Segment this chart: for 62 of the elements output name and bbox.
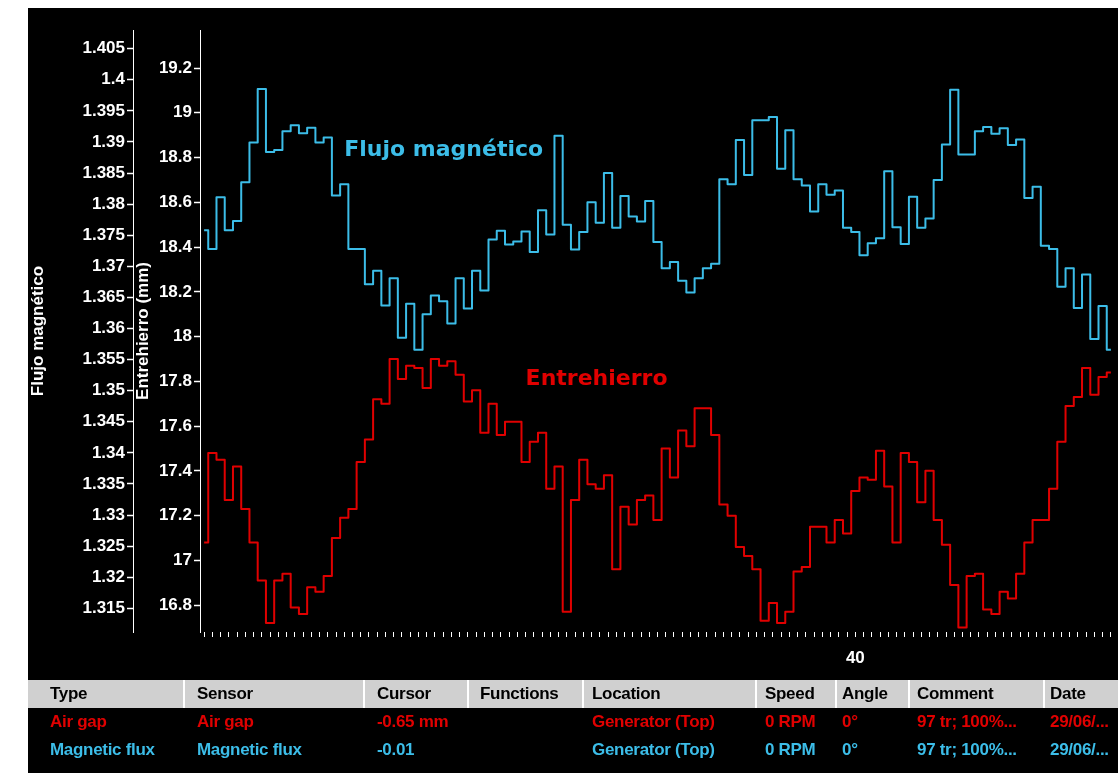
y2-tick-label: 18 xyxy=(173,326,192,346)
text: 0° xyxy=(842,711,858,733)
y2-tick-label: 18.6 xyxy=(158,192,192,212)
text: Speed xyxy=(765,683,815,705)
text: Cursor xyxy=(377,683,431,705)
text: -0.01 xyxy=(377,739,415,761)
y-tick-label: 1.345 xyxy=(82,411,125,431)
y2-tick-label: 17.2 xyxy=(158,505,192,525)
y2-tick-label: 19.2 xyxy=(158,57,192,77)
y-tick-label: 1.315 xyxy=(82,598,125,618)
series-label: Entrehierro xyxy=(525,364,668,390)
y-tick-label: 1.32 xyxy=(91,566,125,586)
text: 97 tr; 100%... xyxy=(917,739,1017,761)
text: 29/06/... xyxy=(1050,711,1109,733)
y-tick-label: 1.39 xyxy=(91,131,125,151)
text: 97 tr; 100%... xyxy=(917,711,1017,733)
y-tick-label: 1.405 xyxy=(82,38,125,58)
text: Sensor xyxy=(197,683,253,705)
y2-tick-label: 17.6 xyxy=(158,415,192,435)
text: Air gap xyxy=(50,711,107,733)
y-tick-label: 1.375 xyxy=(82,224,125,244)
text: Generator (Top) xyxy=(592,739,715,761)
text: Air gap xyxy=(197,711,254,733)
text: Functions xyxy=(480,683,559,705)
text: Location xyxy=(592,683,661,705)
y-tick-label: 1.385 xyxy=(82,162,125,182)
y-tick-label: 1.33 xyxy=(91,504,125,524)
text: 40 xyxy=(845,647,865,667)
y2-tick-label: 19 xyxy=(173,102,192,122)
text: Type xyxy=(50,683,88,705)
y2-tick-label: 17.8 xyxy=(158,371,192,391)
series-label: Flujo magnético xyxy=(344,136,544,162)
y2-tick-label: 17 xyxy=(173,550,192,570)
y-tick-label: 1.4 xyxy=(101,69,126,89)
y-tick-label: 1.325 xyxy=(82,535,125,555)
y-tick-label: 1.37 xyxy=(91,256,125,276)
y-tick-label: 1.355 xyxy=(82,349,125,369)
y-axis-title: Flujo magnético xyxy=(27,265,47,397)
y2-tick-label: 16.8 xyxy=(158,594,192,614)
y-tick-label: 1.38 xyxy=(91,193,125,213)
y2-tick-label: 18.4 xyxy=(158,236,193,256)
y-tick-label: 1.365 xyxy=(82,287,125,307)
y-tick-label: 1.395 xyxy=(82,100,125,120)
text: Magnetic flux xyxy=(50,739,155,761)
text: 0 RPM xyxy=(765,739,816,761)
y-tick-label: 1.335 xyxy=(82,473,125,493)
y-tick-label: 1.34 xyxy=(91,442,126,462)
text: 29/06/... xyxy=(1050,739,1109,761)
y2-tick-label: 17.4 xyxy=(158,460,193,480)
y2-axis-title: Entrehierro (mm) xyxy=(132,262,152,400)
y-tick-label: 1.36 xyxy=(91,318,125,338)
text: Magnetic flux xyxy=(197,739,302,761)
text: Comment xyxy=(917,683,994,705)
text: -0.65 mm xyxy=(377,711,449,733)
y-tick-label: 1.35 xyxy=(91,380,125,400)
text: 0 RPM xyxy=(765,711,816,733)
text: Angle xyxy=(842,683,888,705)
text: 0° xyxy=(842,739,858,761)
y2-tick-label: 18.2 xyxy=(158,281,192,301)
text: Date xyxy=(1050,683,1086,705)
y2-tick-label: 18.8 xyxy=(158,147,192,167)
text: Generator (Top) xyxy=(592,711,715,733)
